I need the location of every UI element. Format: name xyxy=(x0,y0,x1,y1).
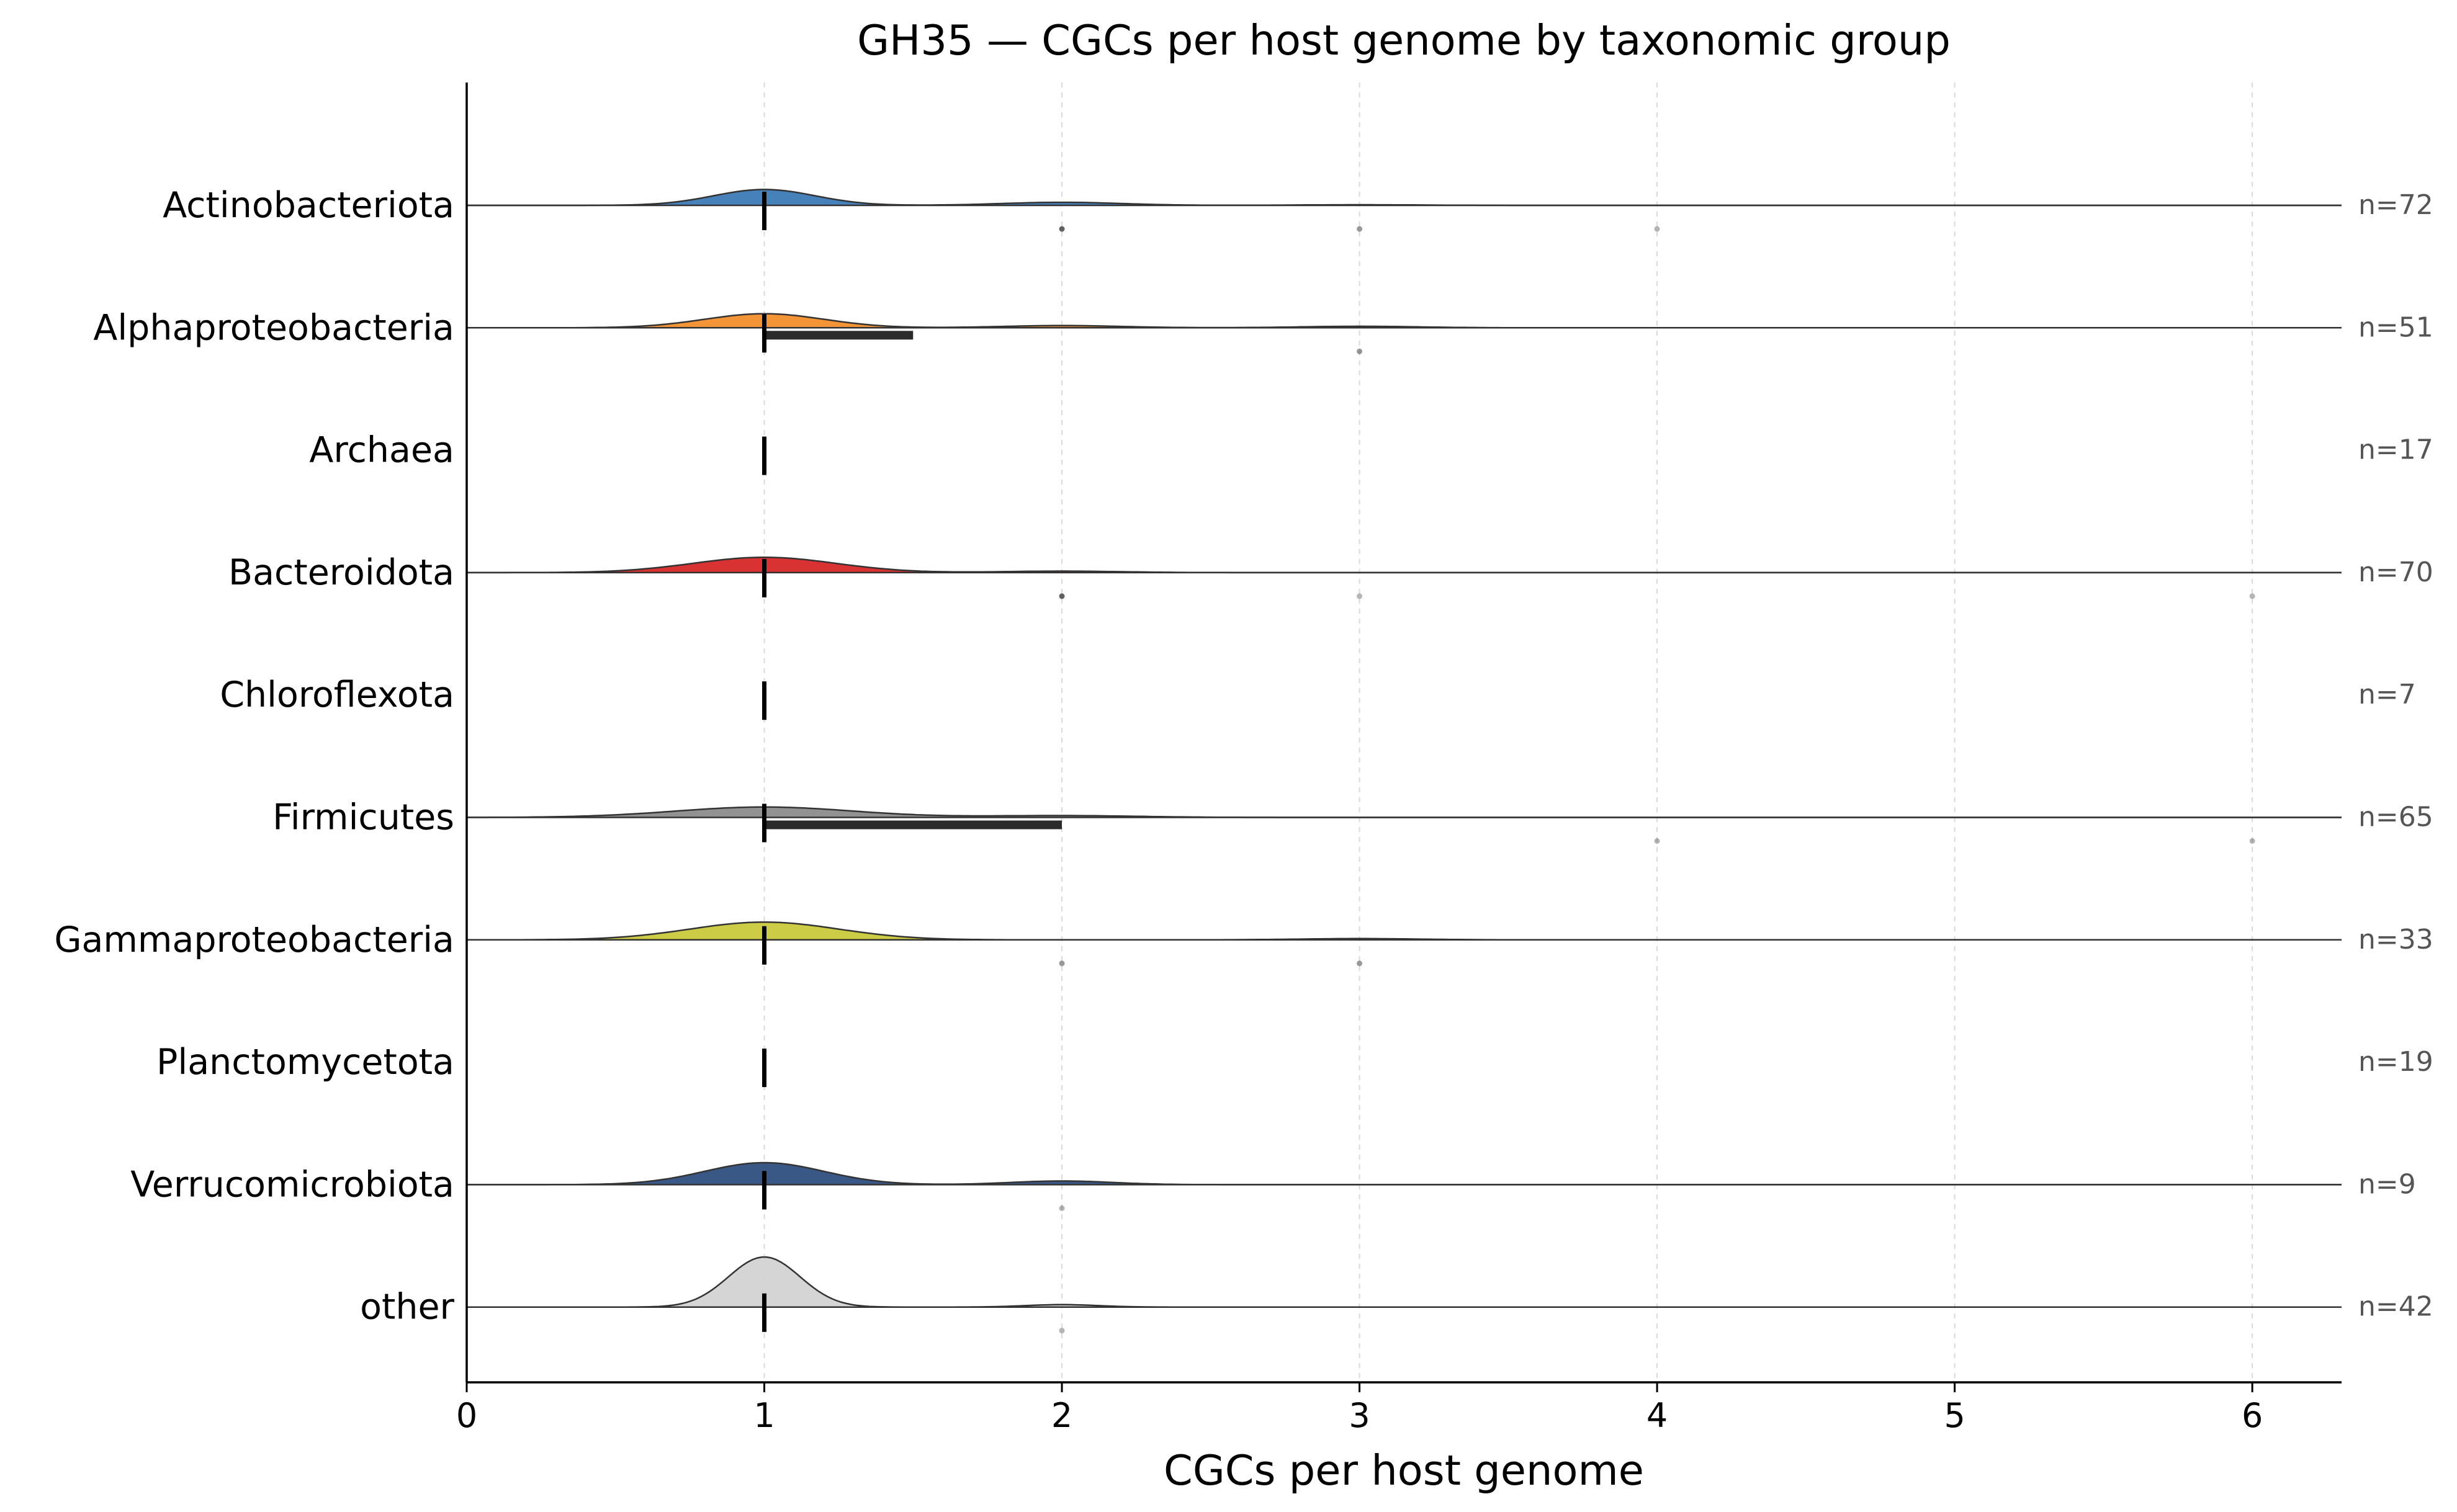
y-category-label: Bacteroidota xyxy=(228,552,454,593)
n-count-label: n=42 xyxy=(2358,1291,2433,1323)
y-category-label: Archaea xyxy=(309,430,454,471)
n-count-label: n=70 xyxy=(2358,557,2433,588)
density-fill xyxy=(467,1163,2342,1185)
ridge-row: Planctomycetota n=19 xyxy=(156,1042,2433,1088)
outlier-point xyxy=(1059,960,1065,967)
outlier-point xyxy=(2249,838,2255,844)
x-axis-label: CGCs per host genome xyxy=(1164,1446,1644,1495)
outlier-point xyxy=(2249,593,2255,599)
y-category-label: Chloroflexota xyxy=(220,674,454,715)
outlier-point xyxy=(1357,593,1363,599)
ridge-row: Gammaproteobacteria n=33 xyxy=(54,919,2433,967)
iqr-bar xyxy=(764,820,1062,830)
outlier-point xyxy=(1654,226,1660,232)
ridge-row: Bacteroidota n=70 xyxy=(228,552,2433,599)
n-count-label: n=7 xyxy=(2358,679,2416,710)
y-category-label: Alphaproteobacteria xyxy=(93,307,454,348)
x-tick-label: 3 xyxy=(1349,1396,1370,1435)
x-tick-label: 5 xyxy=(1944,1396,1965,1435)
n-count-label: n=65 xyxy=(2358,802,2433,833)
density-fill xyxy=(467,557,2342,573)
y-category-label: Firmicutes xyxy=(272,797,454,838)
axes xyxy=(465,83,2342,1384)
outlier-point xyxy=(1059,593,1065,599)
n-count-label: n=9 xyxy=(2358,1168,2416,1200)
n-count-label: n=33 xyxy=(2358,924,2433,955)
x-tick-label: 0 xyxy=(456,1396,477,1435)
outlier-point xyxy=(1654,838,1660,844)
grid-lines xyxy=(466,83,2253,1382)
n-count-label: n=19 xyxy=(2358,1046,2433,1078)
outlier-point xyxy=(1357,226,1363,232)
ridge-row: Firmicutes n=65 xyxy=(272,797,2433,844)
x-tick-label: 6 xyxy=(2242,1396,2263,1435)
x-tick-label: 4 xyxy=(1646,1396,1668,1435)
outlier-point xyxy=(1357,960,1363,967)
density-fill xyxy=(467,313,2342,328)
y-category-label: other xyxy=(360,1287,454,1328)
n-count-label: n=51 xyxy=(2358,311,2433,343)
ridges: Actinobacteriota n=72 Alphaproteobacteria n… xyxy=(54,185,2433,1334)
y-category-label: Planctomycetota xyxy=(156,1042,454,1083)
ridge-row: Chloroflexota n=7 xyxy=(220,674,2416,720)
y-category-label: Gammaproteobacteria xyxy=(54,919,454,960)
x-tick-label: 1 xyxy=(753,1396,775,1435)
ridge-row: other n=42 xyxy=(360,1256,2433,1334)
chart-title: GH35 — CGCs per host genome by taxonomic… xyxy=(857,16,1951,65)
iqr-bar xyxy=(764,331,914,340)
ridge-row: Actinobacteriota n=72 xyxy=(163,185,2433,232)
outlier-point xyxy=(1059,226,1065,232)
density-fill xyxy=(467,1257,2342,1307)
ridge-row: Alphaproteobacteria n=51 xyxy=(93,307,2433,354)
ridge-row: Archaea n=17 xyxy=(309,430,2433,475)
x-ticks: 0 1 2 3 4 5 6 xyxy=(456,1382,2263,1435)
outlier-point xyxy=(1059,1205,1065,1211)
density-fill xyxy=(467,922,2342,940)
n-count-label: n=17 xyxy=(2358,434,2433,466)
ridge-row: Verrucomicrobiota n=9 xyxy=(130,1161,2416,1211)
y-category-label: Actinobacteriota xyxy=(163,185,454,226)
outlier-point xyxy=(1357,348,1363,354)
density-fill xyxy=(467,807,2342,818)
n-count-label: n=72 xyxy=(2358,189,2433,221)
outlier-point xyxy=(1059,1328,1065,1334)
density-fill xyxy=(467,189,2342,205)
x-tick-label: 2 xyxy=(1051,1396,1072,1435)
y-category-label: Verrucomicrobiota xyxy=(130,1164,454,1205)
